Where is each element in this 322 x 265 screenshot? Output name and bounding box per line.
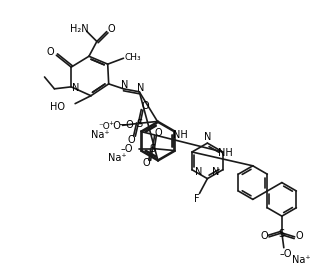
Text: N: N — [121, 80, 128, 90]
Text: O: O — [141, 101, 149, 111]
Text: N: N — [195, 167, 203, 177]
Text: O: O — [260, 231, 268, 241]
Text: N: N — [204, 132, 211, 142]
Text: H₂N: H₂N — [70, 24, 89, 34]
Text: HO: HO — [50, 101, 65, 112]
Text: −O: −O — [118, 120, 134, 130]
Text: F: F — [194, 194, 199, 204]
Text: S: S — [279, 229, 285, 239]
Text: O: O — [108, 24, 116, 34]
Text: NH: NH — [173, 130, 188, 140]
Text: NH: NH — [218, 148, 233, 158]
Text: ⁺O: ⁺O — [108, 121, 121, 131]
Text: Na⁺: Na⁺ — [91, 130, 110, 140]
Text: O: O — [155, 128, 162, 138]
Text: O: O — [128, 135, 135, 145]
Text: N: N — [212, 167, 220, 177]
Text: Na⁺: Na⁺ — [292, 255, 311, 264]
Text: S: S — [136, 119, 142, 129]
Text: ⁻O: ⁻O — [99, 122, 111, 131]
Text: Na⁺: Na⁺ — [108, 153, 126, 164]
Text: O: O — [143, 158, 150, 168]
Text: CH₃: CH₃ — [124, 53, 141, 62]
Text: N: N — [72, 83, 80, 93]
Text: O: O — [296, 231, 303, 241]
Text: O: O — [47, 47, 54, 57]
Text: N: N — [137, 83, 144, 93]
Text: –O: –O — [120, 144, 133, 153]
Text: S: S — [149, 144, 156, 153]
Text: –O: –O — [279, 249, 292, 259]
